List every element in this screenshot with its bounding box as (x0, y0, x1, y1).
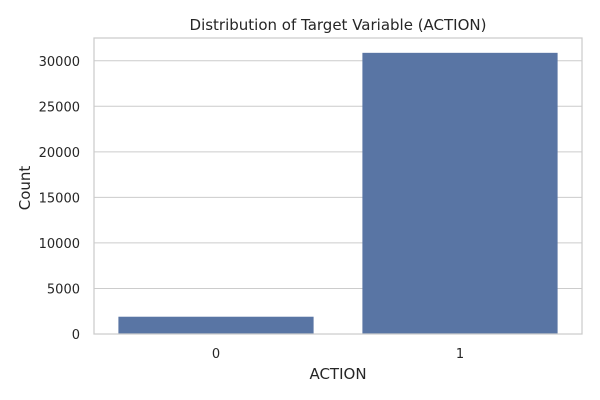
y-grid (94, 60, 582, 335)
plot-frame (93, 37, 583, 335)
y-tick-label: 10000 (39, 237, 80, 252)
y-tick-label: 20000 (39, 146, 80, 161)
x-tick-label: 1 (456, 347, 464, 362)
y-tick-label: 0 (72, 328, 80, 343)
chart-title: Distribution of Target Variable (ACTION) (190, 16, 487, 34)
y-tick-labels: 0 5000 10000 15000 20000 25000 30000 (39, 55, 80, 343)
y-tick-label: 5000 (47, 282, 80, 297)
y-tick-label: 30000 (39, 55, 80, 70)
y-tick-label: 15000 (39, 191, 80, 206)
x-axis-label: ACTION (309, 365, 366, 383)
bar-0 (118, 316, 314, 334)
plot-area (118, 52, 558, 334)
y-axis-label: Count (16, 166, 34, 211)
y-tick-label: 25000 (39, 100, 80, 115)
x-tick-label: 0 (212, 347, 220, 362)
bar-1 (362, 52, 558, 334)
